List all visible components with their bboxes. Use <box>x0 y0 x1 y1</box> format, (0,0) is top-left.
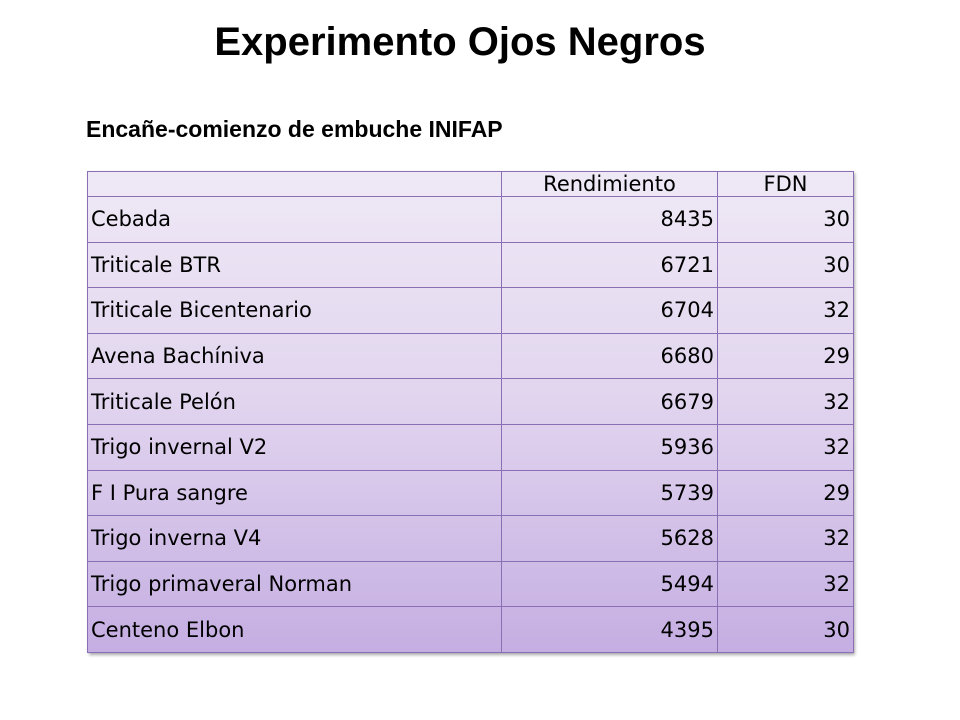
table-row: Trigo primaveral Norman 5494 32 <box>87 560 854 608</box>
cell-variety: Avena Bachíniva <box>87 332 502 380</box>
cell-fdn: 30 <box>717 606 854 653</box>
results-table: Rendimiento FDN Cebada 8435 30 Triticale… <box>87 171 854 653</box>
cell-fdn: 29 <box>717 469 854 517</box>
table-header-row: Rendimiento FDN <box>87 171 854 197</box>
cell-fdn: 32 <box>717 423 854 471</box>
cell-rendimiento: 6704 <box>501 287 718 334</box>
cell-fdn: 32 <box>717 378 854 425</box>
slide-title: Experimento Ojos Negros <box>214 20 706 64</box>
results-table-container: Rendimiento FDN Cebada 8435 30 Triticale… <box>87 171 854 653</box>
cell-rendimiento: 6680 <box>501 332 718 380</box>
cell-variety: Cebada <box>87 196 502 243</box>
table-row: Triticale Pelón 6679 32 <box>87 378 854 425</box>
column-header-variety <box>87 171 502 197</box>
cell-rendimiento: 4395 <box>501 606 718 653</box>
cell-variety: Triticale BTR <box>87 241 502 289</box>
cell-fdn: 30 <box>717 241 854 289</box>
cell-fdn: 32 <box>717 287 854 334</box>
cell-fdn: 30 <box>717 196 854 243</box>
cell-variety: Triticale Bicentenario <box>87 287 502 334</box>
cell-fdn: 29 <box>717 332 854 380</box>
cell-variety: Trigo invernal V2 <box>87 423 502 471</box>
cell-rendimiento: 6679 <box>501 378 718 425</box>
cell-rendimiento: 5494 <box>501 560 718 608</box>
cell-variety: Centeno Elbon <box>87 606 502 653</box>
cell-rendimiento: 5936 <box>501 423 718 471</box>
slide-subtitle: Encañe-comienzo de embuche INIFAP <box>86 116 503 142</box>
cell-variety: F I Pura sangre <box>87 469 502 517</box>
column-header-fdn: FDN <box>717 171 854 197</box>
table-row: Triticale Bicentenario 6704 32 <box>87 287 854 334</box>
table-row: Trigo inverna V4 5628 32 <box>87 515 854 562</box>
cell-fdn: 32 <box>717 515 854 562</box>
table-row: F I Pura sangre 5739 29 <box>87 469 854 517</box>
cell-rendimiento: 6721 <box>501 241 718 289</box>
column-header-rendimiento: Rendimiento <box>501 171 718 197</box>
table-row: Centeno Elbon 4395 30 <box>87 606 854 653</box>
cell-variety: Triticale Pelón <box>87 378 502 425</box>
cell-rendimiento: 8435 <box>501 196 718 243</box>
cell-rendimiento: 5628 <box>501 515 718 562</box>
cell-variety: Trigo primaveral Norman <box>87 560 502 608</box>
cell-fdn: 32 <box>717 560 854 608</box>
cell-variety: Trigo inverna V4 <box>87 515 502 562</box>
cell-rendimiento: 5739 <box>501 469 718 517</box>
table-row: Trigo invernal V2 5936 32 <box>87 423 854 471</box>
table-row: Avena Bachíniva 6680 29 <box>87 332 854 380</box>
table-row: Cebada 8435 30 <box>87 196 854 243</box>
table-row: Triticale BTR 6721 30 <box>87 241 854 289</box>
